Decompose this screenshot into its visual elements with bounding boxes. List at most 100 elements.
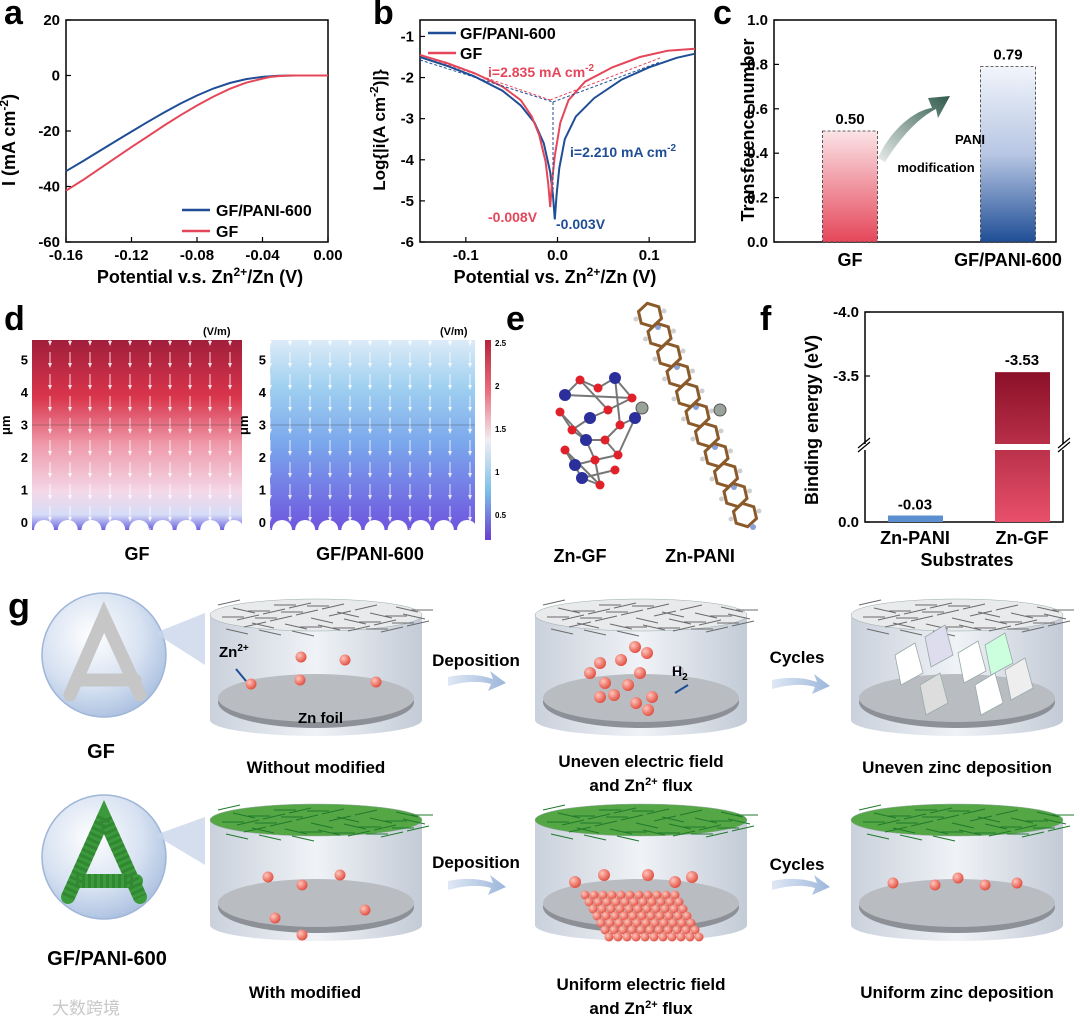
- zn-ion: [569, 876, 581, 888]
- zn-ion: [359, 904, 371, 916]
- zn-ion: [598, 869, 610, 881]
- fiber: [672, 830, 696, 837]
- zn-ion: [269, 912, 281, 924]
- cell-cylinder: [209, 803, 433, 941]
- y-tick-label: 20: [43, 12, 60, 29]
- zn-ion: [641, 918, 651, 928]
- zn-ion: [690, 925, 700, 935]
- fiber: [587, 608, 611, 615]
- fiber: [284, 828, 308, 835]
- fiber: [720, 811, 744, 818]
- zn-ion: [650, 918, 660, 928]
- fiber: [251, 622, 275, 629]
- fiber: [369, 612, 393, 619]
- fiber: [561, 614, 585, 621]
- cell-cylinder: [209, 598, 433, 736]
- fiber: [877, 614, 901, 621]
- zinc-dendrite-crystal: [894, 642, 924, 686]
- o-atom: [593, 383, 603, 393]
- fiber: [958, 624, 982, 631]
- fiber: [720, 606, 744, 613]
- zn-ion: [656, 897, 666, 907]
- fiber: [936, 609, 960, 616]
- process-arrow-icon: [448, 671, 506, 691]
- fiber: [866, 628, 890, 635]
- benzene-ring: [731, 501, 759, 529]
- fiber: [925, 828, 949, 835]
- zinc-dendrite-crystal: [919, 672, 949, 716]
- fiber: [910, 820, 934, 827]
- axis-tick-label: 3: [259, 418, 266, 433]
- pointer-arrow: [235, 668, 247, 682]
- h-atom: [690, 368, 695, 374]
- si-atom: [559, 389, 571, 401]
- fiber: [557, 812, 581, 819]
- legend-a: GF/PANI-600 GF: [182, 203, 312, 241]
- zn-ion: [370, 676, 382, 688]
- category-label: Zn-PANI: [880, 528, 950, 548]
- zn-ion: [615, 654, 627, 666]
- h-atom: [652, 356, 658, 362]
- zn-ion: [663, 925, 673, 935]
- row-label-gfpani: GF/PANI-600: [47, 948, 167, 970]
- zn-ion: [665, 897, 675, 907]
- zn-ion: [605, 918, 615, 928]
- fiber: [225, 628, 249, 635]
- zn-ion: [667, 932, 677, 942]
- zn-ion: [642, 904, 652, 914]
- y-tick-label: 0.2: [747, 190, 768, 207]
- fiber: [236, 614, 260, 621]
- zn-ion: [651, 904, 661, 914]
- h-atom: [700, 456, 705, 462]
- y-tick-label: -3.5: [833, 368, 859, 385]
- zn-ion: [296, 879, 308, 891]
- zn-ion: [686, 871, 698, 883]
- zn-ion: [952, 872, 964, 884]
- fiber: [613, 602, 637, 609]
- y-tick-label: -40: [38, 179, 60, 196]
- x-tick-label: 0.1: [639, 247, 660, 264]
- zn-ion: [664, 911, 674, 921]
- caption-zn-pani: Zn-PANI: [665, 546, 735, 566]
- x-tick-label: -0.16: [49, 247, 83, 264]
- zn-ion: [245, 678, 257, 690]
- h-atom: [661, 308, 667, 314]
- zn-ion: [619, 911, 629, 921]
- zn-ion: [640, 932, 650, 942]
- fiber: [347, 830, 371, 837]
- si-atom: [569, 459, 581, 471]
- x-axis-label-a: Potential v.s. Zn2+/Zn (V): [97, 265, 303, 287]
- separator-top: [850, 598, 1064, 632]
- fiber: [672, 625, 696, 632]
- y-tick-label: -2: [401, 70, 414, 87]
- fiber: [550, 833, 574, 840]
- fiber: [225, 833, 249, 840]
- zn-atom: [713, 403, 727, 417]
- zn-ion: [669, 904, 679, 914]
- o-atom: [590, 455, 600, 465]
- substrate-base: [270, 530, 475, 536]
- zinc-dendrite-crystal: [984, 632, 1014, 676]
- fiber: [995, 809, 1019, 816]
- fiber: [269, 820, 293, 827]
- tafel-fit-line: [419, 59, 554, 103]
- y-tick-label: -6: [401, 234, 414, 251]
- y-tick-label: 0.0: [747, 234, 768, 251]
- h-atom: [699, 388, 705, 394]
- h2-bubble: [672, 665, 684, 677]
- zn-ion: [296, 929, 308, 941]
- annotation-gfpani-potential: -0.003V: [556, 216, 606, 232]
- zn-ion: [620, 897, 630, 907]
- fiber: [635, 617, 659, 624]
- caption-uniform-deposition: Uniform zinc deposition: [860, 983, 1054, 1002]
- fiber: [694, 612, 718, 619]
- caption-uneven-deposition: Uneven zinc deposition: [862, 758, 1052, 777]
- fiber: [951, 822, 975, 829]
- x-tick-label: -0.1: [453, 247, 479, 264]
- fiber: [1043, 818, 1067, 825]
- annotation-gfpani-current: i=2.210 mA cm-2: [570, 143, 676, 160]
- zn-ion: [643, 890, 653, 900]
- bar-value-label: -0.03: [898, 497, 932, 514]
- n-atom: [750, 524, 756, 530]
- fiber: [251, 827, 275, 834]
